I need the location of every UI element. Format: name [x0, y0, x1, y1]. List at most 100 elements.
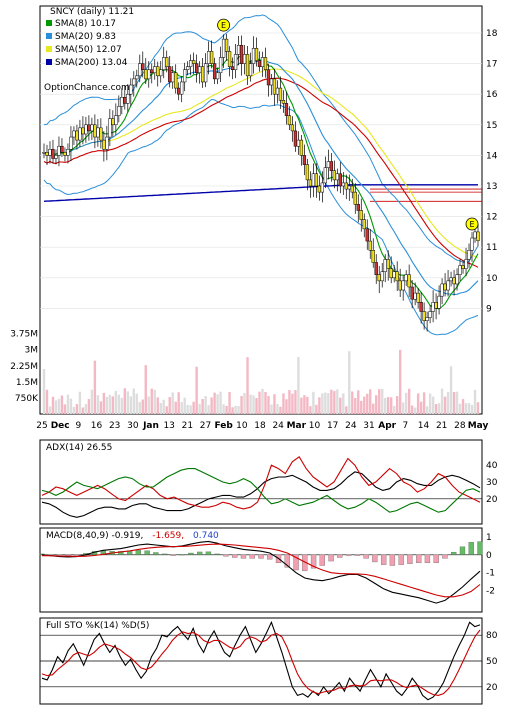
volume-bar: [60, 395, 64, 414]
adx-y-tick-label: 40: [486, 461, 498, 471]
candle-body: [269, 78, 274, 86]
legend-swatch: [46, 59, 52, 65]
volume-bar: [126, 391, 130, 414]
candle-body: [75, 130, 79, 141]
volume-bar: [132, 388, 135, 414]
candle-body: [377, 274, 381, 282]
price-y-tick-label: 16: [486, 90, 498, 100]
macd-y-tick-label: 0: [486, 551, 492, 561]
candle-body: [446, 280, 450, 291]
candle-body: [69, 136, 73, 150]
macd-label-line: MACD(8,40,9) -0.919, -1.659, 0.740: [46, 531, 219, 541]
volume-bar: [201, 398, 204, 414]
macd-histogram-bar: [459, 546, 466, 555]
volume-bar: [312, 391, 315, 414]
volume-bar: [195, 366, 198, 414]
volume-bar: [111, 396, 115, 414]
x-axis-label: 24: [345, 421, 357, 431]
x-axis-label: Dec: [51, 421, 70, 431]
candle-body: [132, 78, 136, 86]
x-axis-label: Apr: [378, 421, 396, 431]
candle-body: [174, 72, 178, 89]
candle-body: [180, 81, 184, 95]
volume-y-tick-label: 1.5M: [16, 378, 38, 388]
volume-bar: [198, 403, 201, 414]
earnings-marker: [217, 18, 230, 32]
candle-body: [257, 60, 262, 67]
volume-bar: [419, 401, 423, 414]
price-panel-frame: [39, 5, 483, 415]
macd-histogram-bar: [407, 554, 413, 564]
volume-bar: [434, 403, 438, 414]
candle-body: [227, 51, 232, 67]
volume-bar: [264, 391, 267, 414]
volume-bar: [102, 392, 106, 414]
candle-body: [329, 161, 333, 171]
candle-body: [126, 93, 130, 104]
candle-body: [476, 231, 480, 242]
candle-body: [287, 115, 292, 126]
stochastic-y-tick-label: 80: [486, 631, 498, 641]
volume-bar: [425, 406, 429, 414]
macd-histogram-bar: [161, 553, 168, 555]
volume-bar: [384, 397, 387, 414]
candle-body: [473, 231, 477, 239]
stochastic-label: Full STO %K(14) %D(5): [46, 621, 149, 631]
x-axis-label: 18: [254, 421, 266, 431]
candle-body: [60, 145, 64, 153]
stochastic-panel: 80 50 20 Full STO %K(14) %D(5): [39, 617, 498, 705]
adx-series-1: [41, 456, 481, 510]
volume-bar: [333, 391, 336, 414]
x-axis-label: 16: [91, 421, 103, 431]
macd-histogram-bar: [205, 551, 212, 555]
adx-panel: 40 30 20 ADX(14) 26.55: [39, 439, 498, 525]
macd-histogram-bar: [398, 554, 404, 565]
volume-bar: [192, 401, 195, 414]
volume-bar: [222, 404, 225, 414]
candle-body: [341, 182, 345, 187]
volume-bar: [369, 389, 372, 414]
volume-bar: [431, 396, 435, 414]
x-axis-label: May: [468, 421, 489, 431]
candle-body: [407, 274, 411, 288]
candle-body: [437, 295, 441, 309]
candle-body: [320, 182, 325, 193]
volume-bar: [330, 389, 333, 414]
volume-bar: [390, 397, 393, 414]
candle-body: [347, 185, 351, 190]
volume-bar: [339, 397, 342, 414]
sma50-line: [43, 68, 479, 259]
volume-bar: [392, 405, 396, 414]
candle-body: [413, 292, 417, 300]
volume-bar: [375, 395, 378, 414]
volume-bar: [186, 404, 189, 414]
price-y-tick-label: 18: [486, 29, 498, 39]
candle-body: [105, 136, 109, 150]
volume-bar: [387, 397, 390, 414]
volume-bar: [357, 390, 360, 414]
candle-body: [150, 69, 154, 74]
macd-histogram-bar: [293, 554, 299, 571]
candle-body: [233, 54, 238, 70]
price-y-tick-label: 10: [486, 274, 498, 284]
macd-series-1: [42, 543, 481, 598]
macd-histogram-bar: [267, 554, 273, 560]
candle-body: [186, 66, 190, 70]
volume-bar: [183, 397, 186, 414]
volume-bar: [342, 393, 345, 414]
candle-body: [380, 271, 384, 282]
candle-body: [317, 185, 322, 193]
legend-swatch: [46, 46, 52, 52]
candle-body: [144, 69, 148, 80]
volume-bar: [464, 403, 468, 414]
earnings-marker: [465, 217, 479, 231]
volume-bar: [174, 401, 177, 414]
candle-body: [467, 250, 471, 260]
x-axis-label: 27: [200, 421, 211, 431]
volume-bar: [309, 406, 312, 414]
volume-bar: [428, 393, 432, 414]
x-axis-label: 10: [309, 421, 321, 431]
earnings-marker-label: E: [221, 21, 226, 30]
candle-body: [156, 66, 160, 77]
